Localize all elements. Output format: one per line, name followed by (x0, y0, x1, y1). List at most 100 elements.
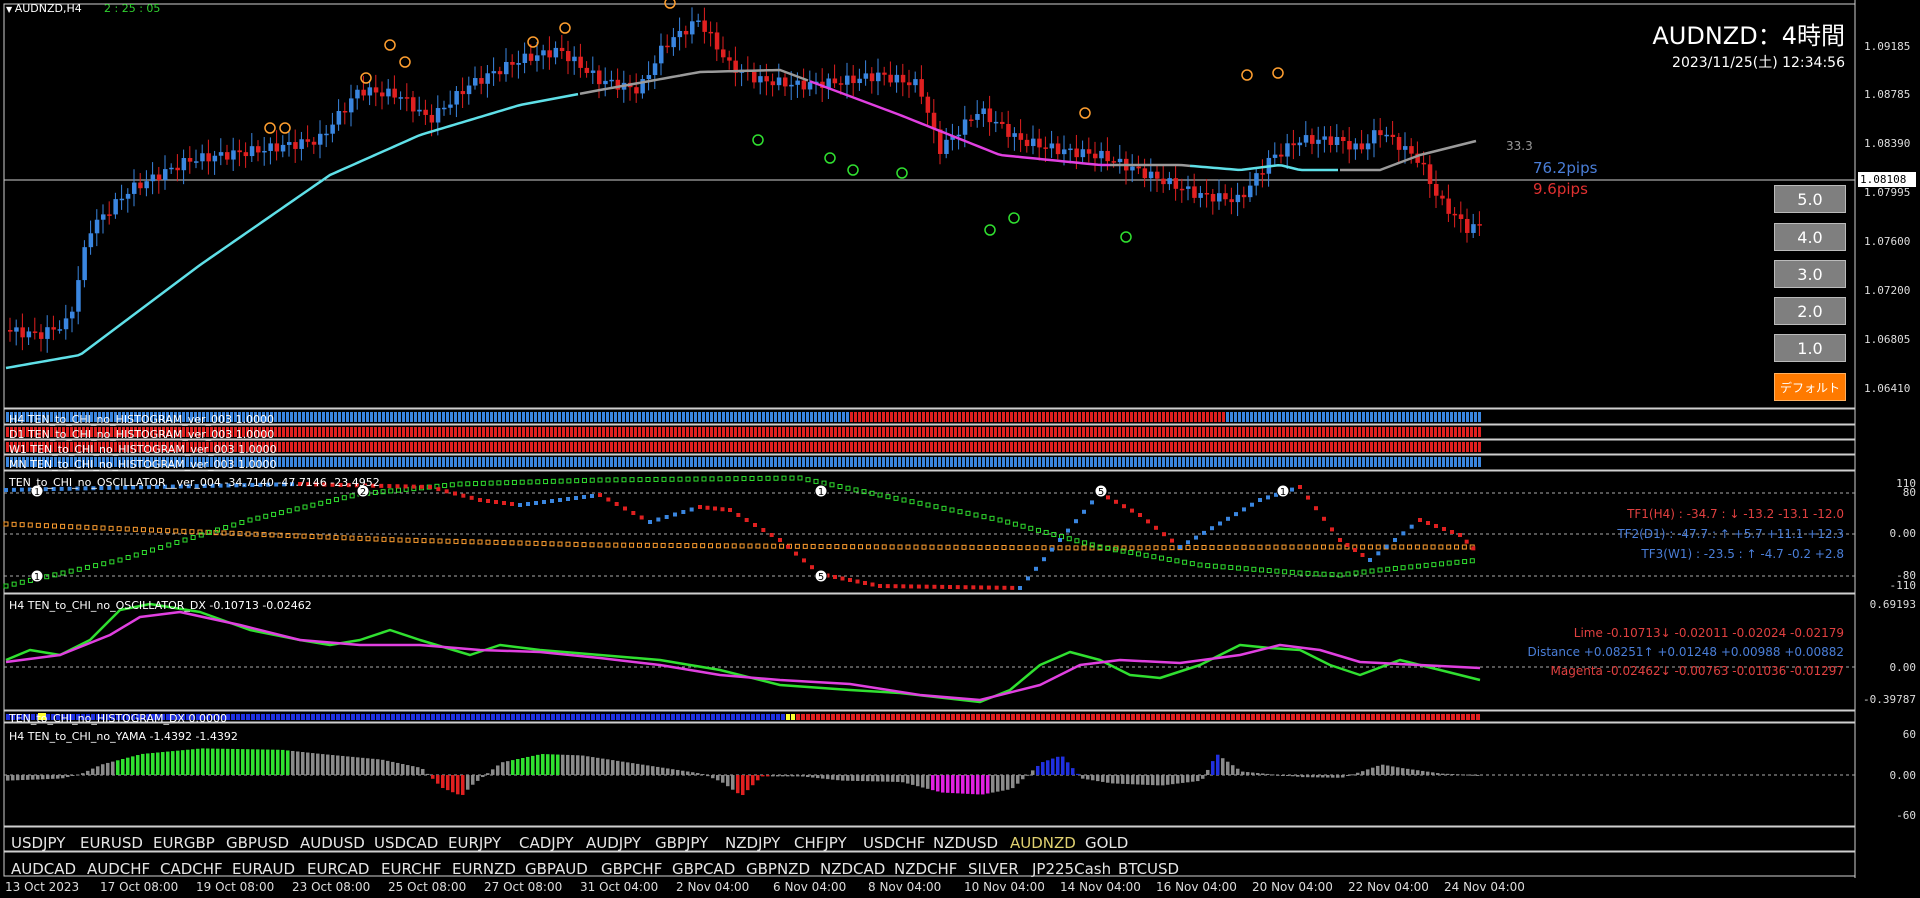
candle-bull (82, 247, 87, 281)
tf2-dot (1166, 556, 1172, 562)
symbol-eurchf[interactable]: EURCHF (381, 860, 442, 878)
histogram-bar (942, 427, 945, 437)
symbol-euraud[interactable]: EURAUD (232, 860, 296, 878)
symbol-gbpnzd[interactable]: GBPNZD (746, 860, 811, 878)
dx-histogram-bar (356, 714, 360, 720)
symbol-eurgbp[interactable]: EURGBP (153, 834, 215, 852)
symbol-audchf[interactable]: AUDCHF (87, 860, 151, 878)
symbol-audjpy[interactable]: AUDJPY (586, 834, 642, 852)
candle-bear (1427, 164, 1433, 184)
histogram-bar (862, 427, 865, 437)
symbol-audcad[interactable]: AUDCAD (11, 860, 77, 878)
dx-scale-zero: 0.00 (1889, 661, 1917, 674)
scale-3-button[interactable]: 3.0 (1774, 260, 1846, 288)
symbol-eurusd[interactable]: EURUSD (80, 834, 143, 852)
histogram-bar (74, 457, 77, 467)
symbol-audnzd[interactable]: AUDNZD (1010, 834, 1076, 852)
scale-5-button[interactable]: 5.0 (1774, 185, 1846, 213)
symbol-usdjpy[interactable]: USDJPY (11, 834, 66, 852)
dx-histogram-bar (391, 714, 395, 720)
histogram-bar (1062, 442, 1065, 452)
histogram-bar (682, 442, 685, 452)
symbol-nzdchf[interactable]: NZDCHF (894, 860, 958, 878)
symbol-gbpaud[interactable]: GBPAUD (525, 860, 588, 878)
yama-bar (501, 762, 505, 775)
osc-marker (1094, 484, 1108, 498)
tf1-dot (1018, 586, 1022, 590)
histogram-bar (614, 457, 617, 467)
symbol-usdchf[interactable]: USDCHF (863, 834, 926, 852)
symbol-chfjpy[interactable]: CHFJPY (794, 834, 847, 852)
histogram-bar (1090, 412, 1093, 422)
sell-signal-marker (264, 122, 276, 134)
symbol-nzdjpy[interactable]: NZDJPY (725, 834, 781, 852)
histogram-bar (1074, 442, 1077, 452)
histogram-bar (1254, 442, 1257, 452)
histogram-bar (974, 442, 977, 452)
histogram-bar (390, 412, 393, 422)
histogram-bar (1450, 412, 1453, 422)
symbol-nzdusd[interactable]: NZDUSD (933, 834, 999, 852)
histogram-bar (198, 427, 201, 437)
scale-1-button[interactable]: 1.0 (1774, 334, 1846, 362)
candle-bull (442, 107, 447, 110)
scale-2-button[interactable]: 2.0 (1774, 297, 1846, 325)
symbol-eurnzd[interactable]: EURNZD (452, 860, 516, 878)
histogram-bar (1310, 442, 1313, 452)
histogram-bar (1158, 412, 1161, 422)
yama-bar (596, 757, 600, 775)
candle-bear (274, 143, 280, 152)
yama-bar (681, 770, 685, 775)
symbol-cadjpy[interactable]: CADJPY (519, 834, 574, 852)
symbol-usdcad[interactable]: USDCAD (374, 834, 439, 852)
tf1-dot (1290, 487, 1294, 492)
histogram-bar (1250, 457, 1253, 467)
candle-bear (888, 74, 893, 83)
histogram-bar (314, 442, 317, 452)
symbol-nzdcad[interactable]: NZDCAD (820, 860, 886, 878)
symbol-audusd[interactable]: AUDUSD (300, 834, 365, 852)
histogram-w1-label: W1 TEN_to_CHI_no_HISTOGRAM_ver_003 1.000… (9, 443, 277, 456)
symbol-eurjpy[interactable]: EURJPY (448, 834, 502, 852)
histogram-bar (30, 412, 33, 422)
histogram-bar (1130, 427, 1133, 437)
histogram-bar (46, 412, 49, 422)
default-button[interactable]: デフォルト (1774, 373, 1846, 401)
tf3-dot (1065, 545, 1071, 551)
symbol-btcusd[interactable]: BTCUSD (1118, 860, 1180, 878)
yama-bar (216, 748, 220, 775)
candle-bear (1024, 139, 1030, 147)
histogram-bar (74, 442, 77, 452)
histogram-bar (438, 427, 441, 437)
symbol-gbpchf[interactable]: GBPCHF (601, 860, 663, 878)
histogram-bar (1358, 412, 1361, 422)
histogram-bar (1322, 442, 1325, 452)
yama-bar (1366, 769, 1370, 775)
histogram-bar (838, 442, 841, 452)
candle-bull (913, 79, 918, 86)
histogram-bar (958, 412, 961, 422)
histogram-bar (610, 427, 613, 437)
histogram-bar (54, 442, 57, 452)
yama-bar (541, 754, 545, 775)
symbol-cadchf[interactable]: CADCHF (160, 860, 223, 878)
symbol-gbpcad[interactable]: GBPCAD (672, 860, 736, 878)
symbol-silver[interactable]: SILVER (968, 860, 1019, 878)
histogram-bar (826, 442, 829, 452)
tf2-dot (981, 514, 987, 520)
symbol-gbpusd[interactable]: GBPUSD (226, 834, 290, 852)
symbol-jp225cash[interactable]: JP225Cash (1032, 860, 1112, 878)
symbol-gold[interactable]: GOLD (1085, 834, 1129, 852)
candle-bear (900, 74, 906, 83)
tf2-dot (725, 476, 731, 482)
histogram-bar (730, 442, 733, 452)
histogram-bar (1210, 412, 1213, 422)
symbol-eurcad[interactable]: EURCAD (307, 860, 370, 878)
symbol-gbpjpy[interactable]: GBPJPY (655, 834, 709, 852)
histogram-bar (318, 427, 321, 437)
yama-bar (366, 758, 370, 775)
scale-4-button[interactable]: 4.0 (1774, 223, 1846, 251)
tf1-dot (186, 484, 191, 489)
histogram-bar (738, 412, 741, 422)
